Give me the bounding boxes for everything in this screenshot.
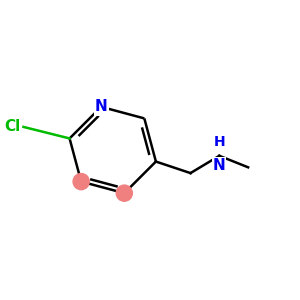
Text: H: H xyxy=(214,135,225,148)
Circle shape xyxy=(116,185,132,201)
Text: N: N xyxy=(95,99,108,114)
Text: N: N xyxy=(213,158,226,173)
Circle shape xyxy=(73,173,89,190)
Text: Cl: Cl xyxy=(4,119,21,134)
